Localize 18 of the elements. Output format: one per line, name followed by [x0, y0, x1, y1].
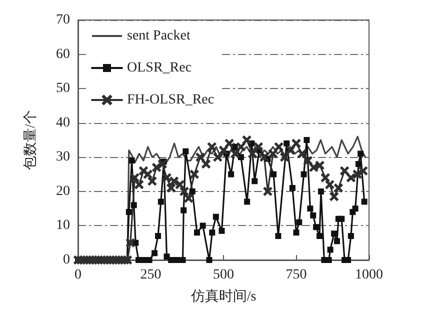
legend-label: sent Packet	[127, 28, 190, 44]
x-tick-label: 0	[74, 268, 82, 282]
y-tick-label: 60	[56, 46, 70, 62]
y-tick-label: 40	[56, 115, 70, 130]
legend-label: FH-OLSR_Rec	[127, 92, 214, 108]
x-tick-label: 500	[213, 268, 234, 282]
y-tick-label: 0	[63, 252, 70, 268]
x-tick-label: 250	[140, 268, 162, 282]
x-tick-label: 1000	[355, 268, 383, 282]
y-tick-label: 70	[56, 12, 70, 28]
legend-label: OLSR_Rec	[127, 60, 192, 76]
y-axis-title: 包数量/个	[22, 110, 38, 170]
x-axis-title: 仿真时间/s	[190, 288, 256, 304]
y-tick-label: 20	[56, 184, 70, 199]
x-tick-label: 750	[286, 268, 307, 282]
y-tick-label: 10	[56, 218, 70, 234]
y-tick-label: 30	[56, 150, 70, 165]
y-tick-label: 50	[56, 81, 70, 96]
